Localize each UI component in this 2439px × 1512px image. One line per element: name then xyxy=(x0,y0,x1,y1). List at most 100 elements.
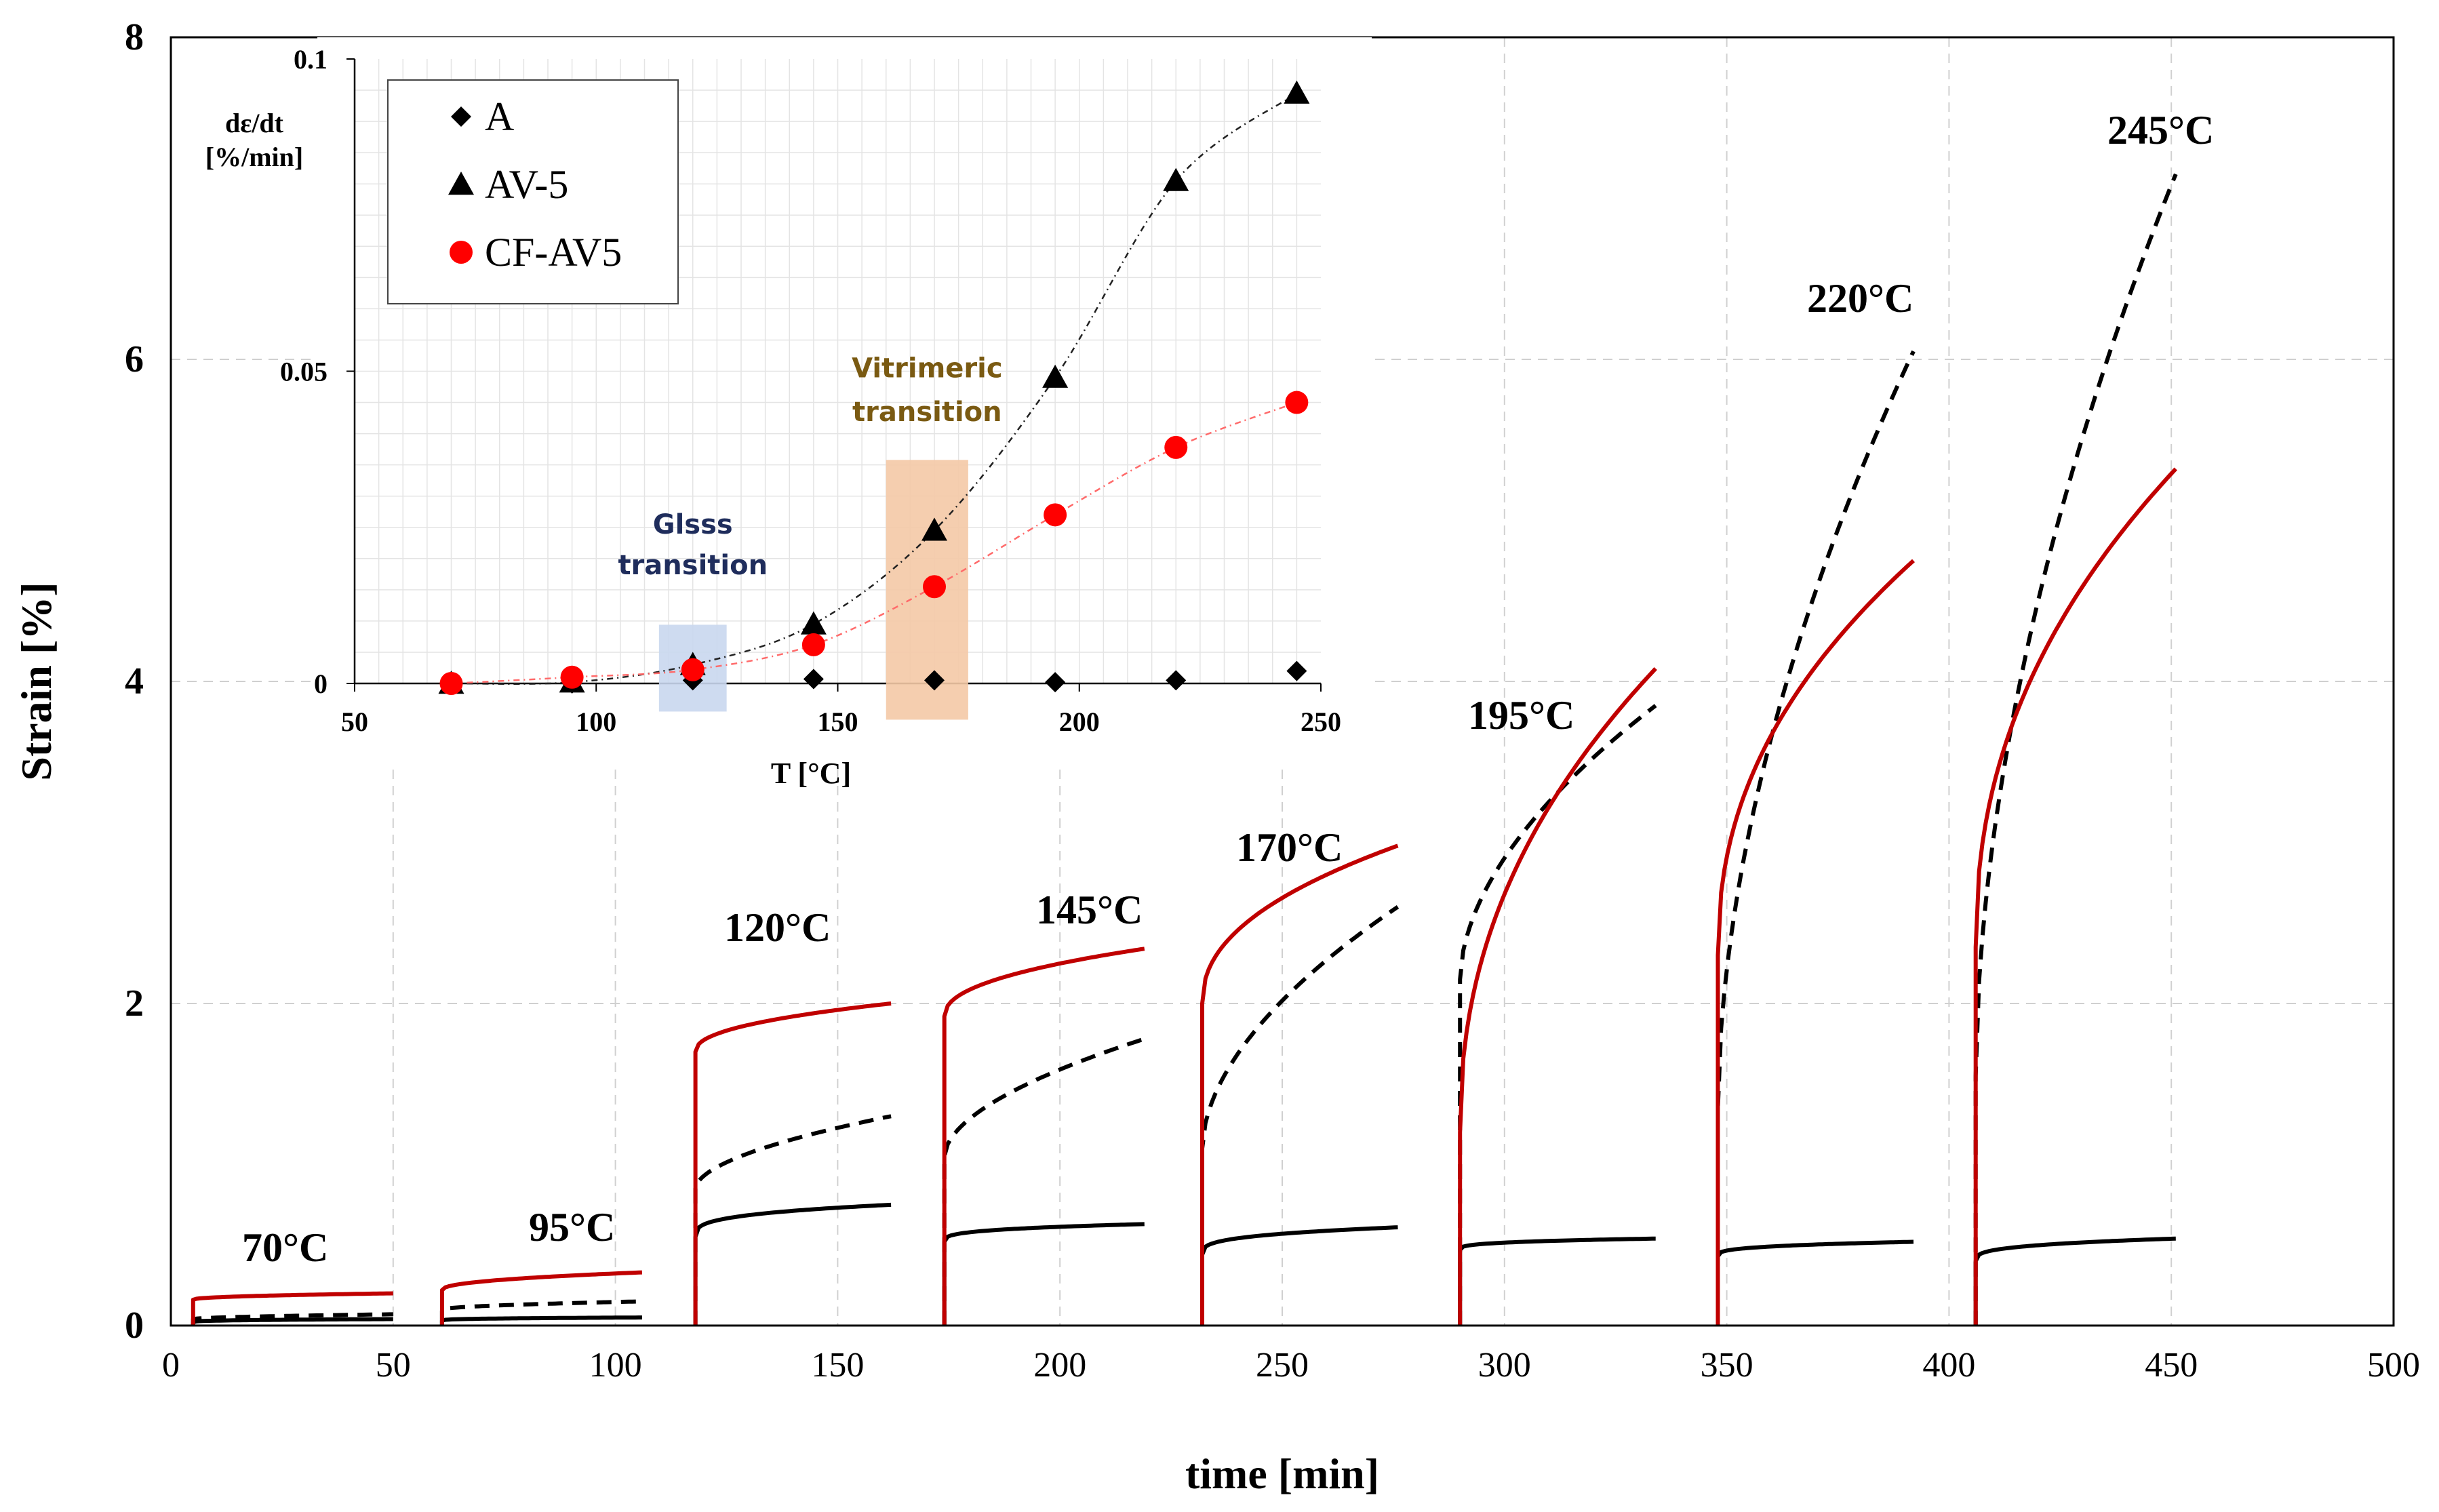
main-x-tick-label: 100 xyxy=(589,1346,642,1385)
legend-label-av-5: AV-5 xyxy=(485,162,568,207)
inset-point-a xyxy=(924,670,945,691)
inset-y-tick-labels: 0 0.05 0.1 xyxy=(280,44,328,699)
inset-y-tick-label: 0 xyxy=(314,669,328,699)
main-x-tick-label: 300 xyxy=(1478,1346,1531,1385)
transition-annotation-2-line-1: Vitrimeric xyxy=(852,353,1002,384)
inset-trend-av-5 xyxy=(451,92,1298,685)
legend-label-a: A xyxy=(485,94,514,139)
temp-label-3: 120°C xyxy=(724,905,831,950)
curve-a-seg-1 xyxy=(191,1317,393,1326)
temp-label-7: 220°C xyxy=(1807,276,1913,321)
curve-cf-av5-seg-1 xyxy=(191,1291,393,1326)
inset-point-cf-av5 xyxy=(560,665,584,689)
curve-a-seg-7 xyxy=(1716,1239,1914,1326)
main-y-tick-label: 4 xyxy=(125,660,144,702)
inset-x-tick-label: 100 xyxy=(576,707,616,737)
curve-cf-av5-seg-8 xyxy=(1973,467,2177,1326)
inset-trend-cf-av5 xyxy=(451,401,1297,685)
inset-y-axis-title-line2: [%/min] xyxy=(205,142,303,172)
inset-point-cf-av5 xyxy=(1044,503,1067,527)
curve-av-5-seg-6 xyxy=(1458,704,1657,1326)
inset-point-av-5 xyxy=(921,517,947,541)
main-y-axis-title: Strain [%] xyxy=(12,582,60,780)
inset-x-tick-labels: 50 100 150 200 250 xyxy=(341,707,1341,737)
curve-a-seg-6 xyxy=(1458,1236,1656,1326)
inset-y-tick-label: 0.1 xyxy=(294,44,328,75)
temp-label-4: 145°C xyxy=(1036,888,1143,932)
transition-annotation-2-line-2: transition xyxy=(852,397,1002,428)
curve-cf-av5-seg-5 xyxy=(1200,843,1399,1326)
inset-point-cf-av5 xyxy=(923,575,946,599)
inset-point-cf-av5 xyxy=(1285,391,1309,414)
inset-legend: A AV-5 CF-AV5 xyxy=(387,79,679,304)
curve-av-5-seg-4 xyxy=(942,1037,1145,1326)
main-y-tick-label: 8 xyxy=(125,16,144,58)
curve-av-5-seg-8 xyxy=(1973,173,2178,1326)
inset-point-a xyxy=(803,669,824,690)
main-x-tick-label: 150 xyxy=(811,1346,864,1385)
curve-av-5-seg-1 xyxy=(191,1312,393,1326)
inset-x-tick-label: 50 xyxy=(341,707,368,737)
main-x-tick-label: 450 xyxy=(2145,1346,2198,1385)
main-x-tick-labels: 0 50 100 150 200 250 300 350 400 450 500 xyxy=(162,1346,2420,1385)
curve-a-seg-3 xyxy=(693,1202,892,1326)
main-x-tick-label: 250 xyxy=(1256,1346,1309,1385)
inset-y-axis-title-line1: dε/dt xyxy=(225,108,284,138)
inset-chart: Glsss transition Vitrimeric transition 50 10… xyxy=(205,37,1372,790)
main-x-tick-label: 500 xyxy=(2367,1346,2420,1385)
main-y-tick-label: 6 xyxy=(125,338,144,380)
inset-point-av-5 xyxy=(1284,80,1310,104)
inset-point-a xyxy=(1166,670,1187,691)
temperature-labels: 70°C 95°C 120°C 145°C 170°C 195°C 220°C 245°C xyxy=(242,108,2214,1270)
temp-label-8: 245°C xyxy=(2107,108,2214,153)
legend-marker-a xyxy=(451,106,471,127)
curve-a-seg-5 xyxy=(1200,1225,1398,1326)
inset-x-tick-label: 250 xyxy=(1301,707,1341,737)
main-x-tick-label: 200 xyxy=(1033,1346,1086,1385)
inset-series-layer xyxy=(438,80,1310,695)
inset-point-a xyxy=(1045,672,1066,693)
main-x-tick-label: 0 xyxy=(162,1346,180,1385)
legend-label-cf-av5: CF-AV5 xyxy=(485,230,622,275)
curve-cf-av5-seg-7 xyxy=(1716,559,1916,1326)
inset-point-av-5 xyxy=(1163,167,1189,191)
inset-x-axis-title: T [°C] xyxy=(771,757,851,790)
inset-point-av-5 xyxy=(800,611,827,635)
main-y-tick-labels: 0 2 4 6 8 xyxy=(125,16,144,1347)
main-x-tick-label: 350 xyxy=(1701,1346,1753,1385)
temp-label-6: 195°C xyxy=(1468,693,1574,738)
legend-marker-av-5 xyxy=(448,172,474,195)
transition-annotation-1-line-2: transition xyxy=(618,550,768,581)
inset-point-av-5 xyxy=(1042,364,1069,388)
temp-label-2: 95°C xyxy=(529,1205,615,1250)
main-x-tick-label: 400 xyxy=(1922,1346,1975,1385)
inset-y-tick-label: 0.05 xyxy=(280,357,328,387)
curve-a-seg-8 xyxy=(1973,1236,2176,1326)
main-y-tick-label: 0 xyxy=(125,1305,144,1347)
inset-point-a xyxy=(1286,660,1307,681)
inset-x-tick-label: 150 xyxy=(818,707,858,737)
curve-cf-av5-seg-2 xyxy=(439,1270,643,1326)
curve-av-5-seg-3 xyxy=(693,1114,892,1326)
curve-av-5-seg-7 xyxy=(1716,350,1916,1326)
main-series-layer xyxy=(191,173,2178,1326)
inset-x-tick-label: 200 xyxy=(1059,707,1100,737)
transition-annotation-1-line-1: Glsss xyxy=(653,509,733,540)
inset-point-cf-av5 xyxy=(439,672,463,695)
curve-cf-av5-seg-3 xyxy=(693,1001,892,1326)
legend-marker-cf-av5 xyxy=(450,241,473,264)
curve-a-seg-2 xyxy=(439,1315,642,1326)
temp-label-5: 170°C xyxy=(1236,825,1343,870)
curve-cf-av5-seg-4 xyxy=(942,947,1145,1326)
main-y-tick-label: 2 xyxy=(125,982,144,1024)
inset-point-cf-av5 xyxy=(681,658,705,681)
curve-av-5-seg-5 xyxy=(1200,905,1400,1326)
main-x-tick-label: 50 xyxy=(376,1346,411,1385)
legend-box xyxy=(387,79,679,304)
main-x-axis-title: time [min] xyxy=(1185,1450,1379,1498)
curve-cf-av5-seg-6 xyxy=(1458,667,1657,1326)
curve-av-5-seg-2 xyxy=(439,1299,642,1326)
curve-a-seg-4 xyxy=(942,1222,1145,1326)
